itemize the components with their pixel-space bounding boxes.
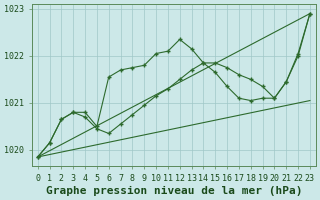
X-axis label: Graphe pression niveau de la mer (hPa): Graphe pression niveau de la mer (hPa) (45, 186, 302, 196)
